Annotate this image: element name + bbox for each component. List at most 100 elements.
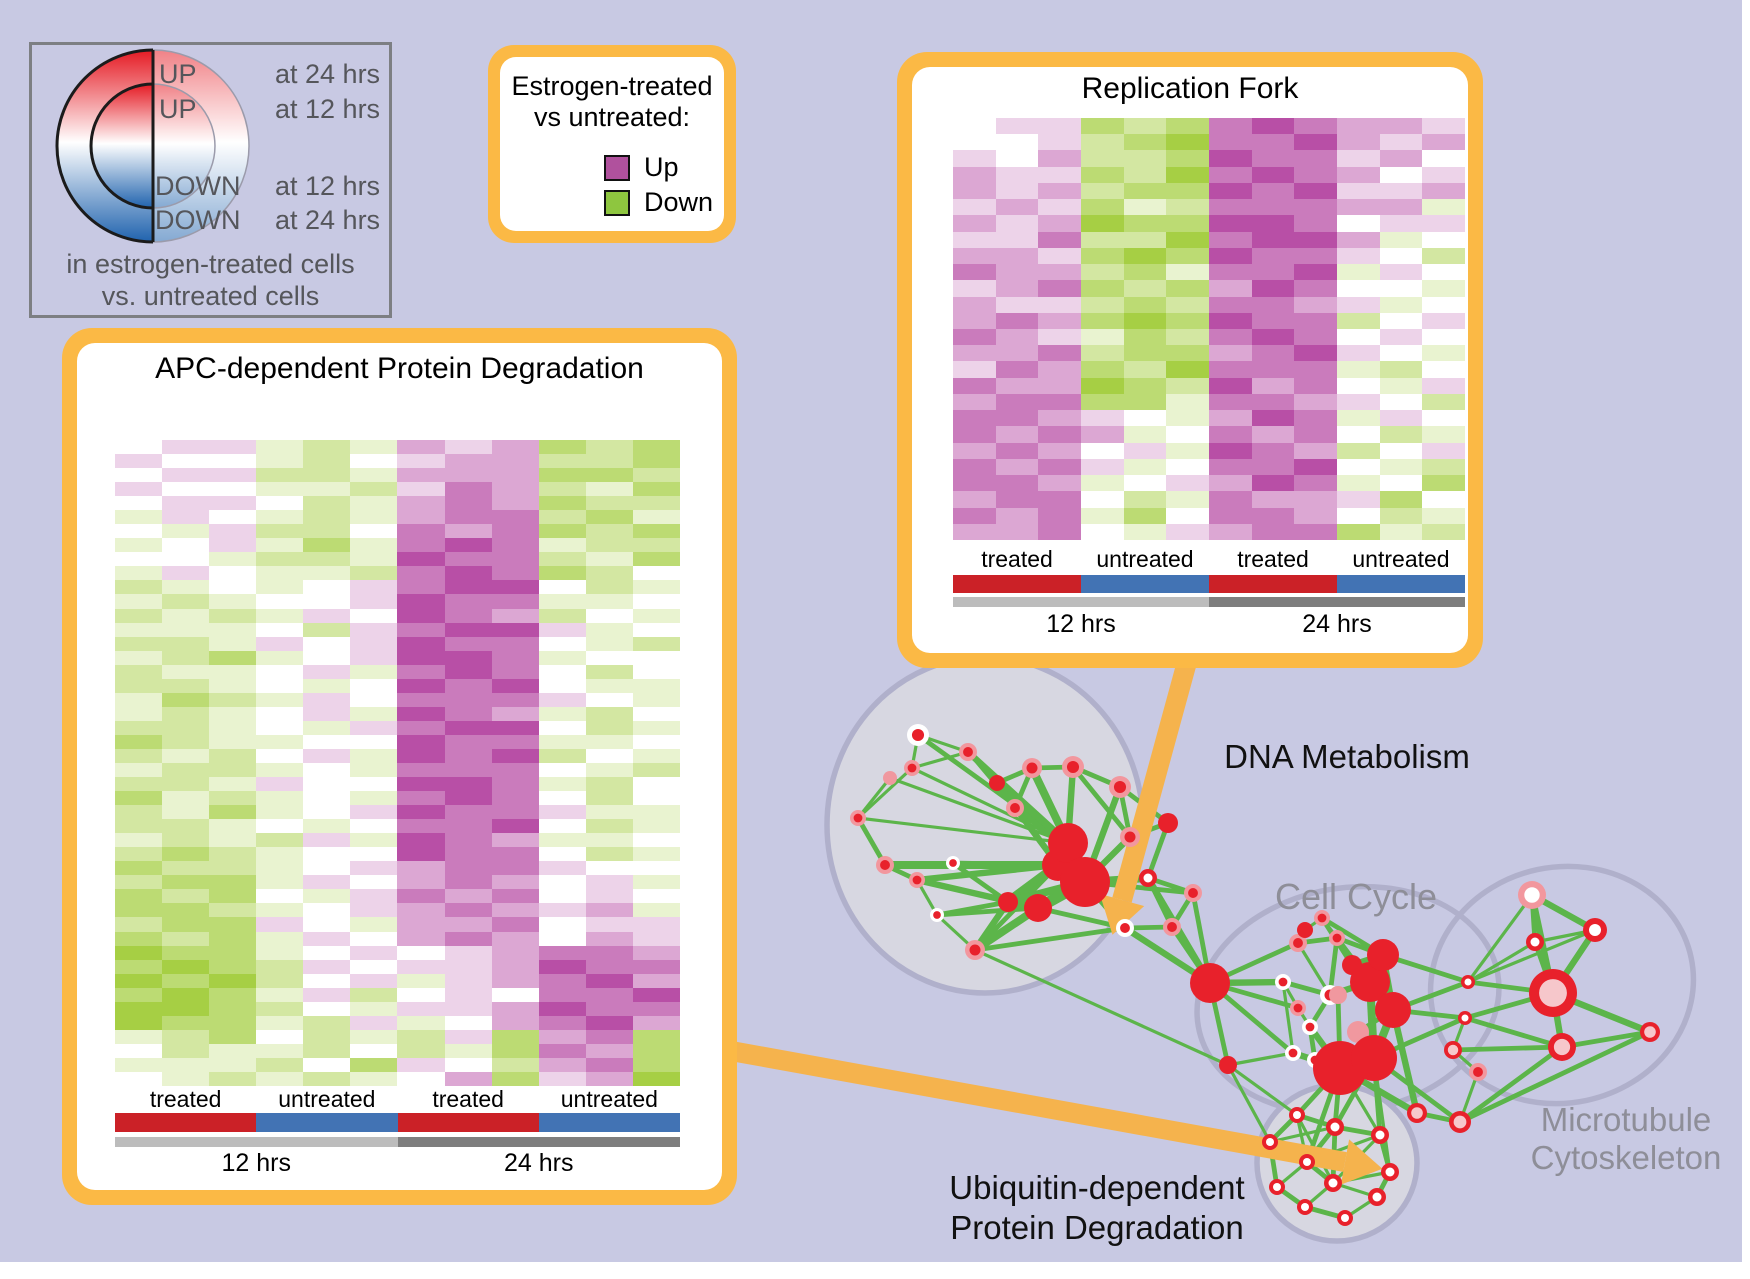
heatmap-cell	[491, 819, 539, 834]
heatmap-cell	[1166, 377, 1209, 394]
heatmap-cell	[256, 987, 304, 1002]
rf-group-labels: treated untreated treated untreated	[953, 546, 1465, 573]
gene-node-core	[912, 875, 922, 885]
heatmap-cell	[350, 762, 398, 778]
heatmap-cell	[1379, 491, 1423, 508]
heatmap-cell	[1081, 264, 1124, 281]
heatmap-cell	[1081, 410, 1124, 427]
heatmap-cell	[1294, 523, 1337, 540]
heatmap-cell	[538, 1029, 586, 1044]
heatmap-cell	[209, 762, 257, 778]
heatmap-cell	[444, 650, 492, 665]
heatmap-cell	[1379, 410, 1423, 427]
heatmap-cell	[585, 552, 633, 567]
heatmap-cell	[350, 748, 398, 763]
heatmap-cell	[491, 1057, 539, 1072]
ring-row-time-3: at 12 hrs	[275, 171, 381, 201]
apc-title: APC-dependent Protein Degradation	[155, 352, 644, 385]
heatmap-cell	[162, 510, 210, 525]
heatmap-cell	[1038, 231, 1081, 248]
heatmap-cell	[1123, 150, 1167, 167]
heatmap-cell	[303, 861, 351, 876]
heatmap-cell	[585, 959, 633, 974]
heatmap-cell	[538, 987, 586, 1002]
ring-row-dir-3: DOWN	[155, 171, 241, 201]
heatmap-cell	[1209, 166, 1252, 183]
heatmap-cell	[1422, 426, 1465, 443]
heatmap-cell	[397, 777, 445, 792]
heatmap-cell	[585, 734, 633, 749]
heatmap-cell	[585, 538, 633, 553]
gene-node-solid	[1158, 813, 1178, 833]
heatmap-cell	[1422, 523, 1465, 540]
heatmap-cell	[491, 959, 539, 974]
heatmap-cell	[256, 903, 304, 918]
heatmap-cell	[953, 134, 996, 151]
heatmap-cell	[115, 1043, 163, 1058]
gene-node-core	[1143, 873, 1153, 883]
apc-bar-treated-24	[397, 1113, 539, 1132]
heatmap-cell	[585, 945, 633, 960]
apc-group-label-4: untreated	[560, 1086, 658, 1112]
heatmap-cell	[162, 1043, 210, 1058]
heatmap-cell	[1422, 118, 1465, 135]
heatmap-cell	[1166, 426, 1209, 443]
heatmap-cell	[1337, 329, 1380, 346]
gene-node-core	[1288, 1048, 1298, 1058]
heatmap-cell	[1038, 134, 1081, 151]
heatmap-cell	[303, 1015, 351, 1030]
heatmap-cell	[995, 507, 1039, 524]
heatmap-cell	[397, 468, 445, 483]
heatmap-cell	[1379, 247, 1423, 265]
heatmap-cell	[1166, 361, 1209, 378]
replication-fork-panel: Replication Fork treated untreated treat…	[897, 52, 1483, 668]
heatmap-cell	[632, 1029, 680, 1044]
outer-left-arc	[55, 48, 154, 244]
heatmap-cell	[585, 636, 633, 651]
gene-node-core	[1447, 1044, 1459, 1056]
heatmap-cell	[538, 973, 586, 988]
heatmap-cell	[953, 312, 996, 329]
network-edge	[951, 861, 1010, 904]
down-color-swatch	[604, 189, 630, 216]
heatmap-cell	[397, 538, 445, 553]
heatmap-cell	[1379, 264, 1423, 281]
heatmap-cell	[1081, 166, 1124, 183]
heatmap-cell	[1166, 134, 1209, 151]
heatmap-cell	[397, 847, 445, 862]
heatmap-cell	[1123, 345, 1167, 362]
heatmap-cell	[256, 594, 304, 609]
heatmap-cell	[397, 973, 445, 988]
heatmap-cell	[1166, 410, 1209, 427]
heatmap-cell	[162, 440, 210, 455]
heatmap-cell	[1038, 150, 1081, 167]
heatmap-cell	[1251, 118, 1295, 135]
heatmap-cell	[1379, 199, 1423, 216]
heatmap-cell	[1038, 296, 1081, 313]
heatmap-cell	[1166, 507, 1209, 524]
heatmap-cell	[303, 734, 351, 749]
heatmap-cell	[115, 833, 163, 848]
heatmap-cell	[538, 552, 586, 567]
heatmap-cell	[538, 917, 586, 932]
heatmap-cell	[538, 580, 586, 595]
gene-node-core	[1293, 1111, 1301, 1119]
heatmap-cell	[209, 566, 257, 581]
heatmap-cell	[538, 805, 586, 820]
gene-node-core	[1553, 1038, 1571, 1056]
heatmap-cell	[303, 678, 351, 693]
heatmap-cell	[1337, 410, 1380, 427]
heatmap-cell	[1379, 166, 1423, 183]
heatmap-cell	[209, 678, 257, 693]
heatmap-cell	[1422, 150, 1465, 167]
heatmap-cell	[491, 1071, 539, 1086]
heatmap-cell	[303, 566, 351, 581]
heatmap-cell	[162, 454, 210, 469]
heatmap-cell	[256, 819, 304, 834]
gene-node-core	[1330, 1122, 1340, 1132]
network-edge	[911, 766, 1069, 845]
heatmap-cell	[397, 875, 445, 890]
heatmap-cell	[115, 819, 163, 834]
heatmap-cell	[1251, 345, 1295, 362]
heatmap-cell	[209, 917, 257, 932]
